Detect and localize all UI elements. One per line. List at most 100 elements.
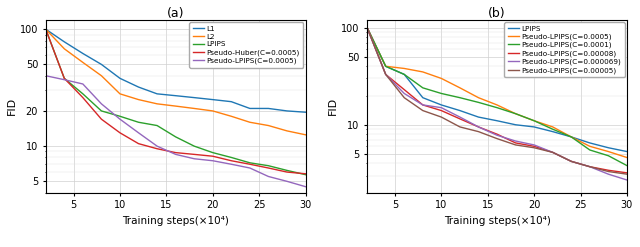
Pseudo-LPIPS(C=0.0001) [438, 92, 445, 95]
Pseudo-LPIPS(C=0.0005) [116, 118, 124, 121]
Pseudo-LPIPS(C=0.0005) [382, 65, 390, 68]
LPIPS [283, 169, 291, 172]
Line: Pseudo-LPIPS(C=0.00008): Pseudo-LPIPS(C=0.00008) [367, 28, 627, 173]
LPIPS [419, 96, 427, 99]
Pseudo-LPIPS(C=0.000069) [586, 165, 594, 168]
Pseudo-LPIPS(C=0.0001) [475, 101, 483, 104]
Line: Pseudo-LPIPS(C=0.0005): Pseudo-LPIPS(C=0.0005) [45, 76, 305, 187]
Pseudo-LPIPS(C=0.00008) [623, 171, 631, 174]
Y-axis label: FID: FID [328, 97, 339, 115]
Pseudo-LPIPS(C=0.00005) [401, 96, 408, 99]
LPIPS [209, 151, 216, 154]
Pseudo-LPIPS(C=0.000069) [382, 73, 390, 76]
Pseudo-LPIPS(C=0.00008) [531, 145, 538, 148]
Pseudo-LPIPS(C=0.000069) [364, 26, 371, 29]
Pseudo-LPIPS(C=0.0005) [190, 157, 198, 160]
Line: LPIPS: LPIPS [45, 29, 305, 175]
Pseudo-LPIPS(C=0.00005) [382, 73, 390, 76]
Pseudo-LPIPS(C=0.00008) [605, 169, 612, 172]
L1 [172, 94, 179, 97]
L2 [283, 129, 291, 132]
L2 [134, 98, 142, 101]
L1 [42, 28, 49, 31]
LPIPS [623, 150, 631, 153]
Title: (b): (b) [488, 7, 506, 20]
Pseudo-LPIPS(C=0.00005) [586, 165, 594, 168]
L1 [153, 92, 161, 95]
Pseudo-LPIPS(C=0.0005) [364, 26, 371, 29]
Line: Pseudo-LPIPS(C=0.0001): Pseudo-LPIPS(C=0.0001) [367, 28, 627, 165]
LPIPS [568, 135, 575, 138]
Pseudo-LPIPS(C=0.0005) [401, 67, 408, 70]
Pseudo-LPIPS(C=0.000069) [568, 160, 575, 163]
L2 [172, 105, 179, 108]
L2 [264, 124, 272, 127]
Pseudo-LPIPS(C=0.000069) [438, 106, 445, 109]
Pseudo-LPIPS(C=0.000069) [605, 173, 612, 176]
Pseudo-LPIPS(C=0.0001) [382, 65, 390, 68]
LPIPS [97, 109, 105, 112]
Pseudo-Huber(C=0.0005) [97, 118, 105, 121]
Pseudo-LPIPS(C=0.00005) [568, 160, 575, 163]
L2 [60, 47, 68, 50]
L2 [42, 28, 49, 31]
L1 [246, 107, 253, 110]
L2 [209, 109, 216, 112]
Pseudo-LPIPS(C=0.00005) [623, 173, 631, 176]
Pseudo-LPIPS(C=0.000069) [401, 92, 408, 95]
LPIPS [60, 77, 68, 80]
LPIPS [512, 123, 520, 126]
X-axis label: Training steps(×10⁴): Training steps(×10⁴) [122, 216, 229, 226]
LPIPS [264, 164, 272, 167]
L2 [116, 92, 124, 95]
L2 [79, 61, 86, 64]
Pseudo-LPIPS(C=0.00008) [586, 165, 594, 168]
Pseudo-LPIPS(C=0.0005) [419, 70, 427, 73]
Pseudo-Huber(C=0.0005) [209, 155, 216, 158]
Y-axis label: FID: FID [7, 97, 17, 115]
LPIPS [190, 145, 198, 148]
Legend: L1, L2, LPIPS, Pseudo-Huber(C=0.0005), Pseudo-LPIPS(C=0.0005): L1, L2, LPIPS, Pseudo-Huber(C=0.0005), P… [189, 22, 303, 68]
Pseudo-Huber(C=0.0005) [79, 96, 86, 99]
Pseudo-Huber(C=0.0005) [246, 163, 253, 166]
LPIPS [401, 73, 408, 76]
L1 [134, 85, 142, 88]
Pseudo-LPIPS(C=0.0005) [512, 112, 520, 115]
LPIPS [227, 156, 235, 159]
LPIPS [438, 103, 445, 106]
LPIPS [301, 173, 309, 176]
LPIPS [246, 161, 253, 164]
Pseudo-LPIPS(C=0.000069) [475, 125, 483, 128]
Pseudo-LPIPS(C=0.0001) [419, 86, 427, 89]
Pseudo-LPIPS(C=0.0001) [568, 135, 575, 138]
Line: Pseudo-LPIPS(C=0.00005): Pseudo-LPIPS(C=0.00005) [367, 28, 627, 174]
LPIPS [79, 92, 86, 95]
L1 [116, 77, 124, 80]
Legend: LPIPS, Pseudo-LPIPS(C=0.0005), Pseudo-LPIPS(C=0.0001), Pseudo-LPIPS(C=0.00008), : LPIPS, Pseudo-LPIPS(C=0.0005), Pseudo-LP… [504, 22, 625, 77]
Pseudo-LPIPS(C=0.0001) [549, 128, 557, 131]
Line: L2: L2 [45, 29, 305, 135]
Line: Pseudo-LPIPS(C=0.000069): Pseudo-LPIPS(C=0.000069) [367, 28, 627, 180]
Pseudo-LPIPS(C=0.0005) [605, 150, 612, 153]
Pseudo-LPIPS(C=0.0005) [60, 78, 68, 81]
LPIPS [116, 115, 124, 118]
Pseudo-LPIPS(C=0.00008) [475, 125, 483, 128]
Pseudo-LPIPS(C=0.0005) [172, 153, 179, 156]
Pseudo-LPIPS(C=0.000069) [456, 116, 464, 119]
Pseudo-LPIPS(C=0.0001) [586, 148, 594, 151]
L1 [283, 109, 291, 112]
Pseudo-LPIPS(C=0.00008) [512, 142, 520, 144]
X-axis label: Training steps(×10⁴): Training steps(×10⁴) [444, 216, 550, 226]
Pseudo-LPIPS(C=0.000069) [512, 140, 520, 143]
L1 [60, 40, 68, 43]
Line: L1: L1 [45, 29, 305, 112]
Pseudo-LPIPS(C=0.0001) [531, 119, 538, 122]
LPIPS [134, 121, 142, 124]
Pseudo-LPIPS(C=0.0005) [153, 145, 161, 148]
L1 [301, 111, 309, 114]
Pseudo-LPIPS(C=0.0001) [364, 26, 371, 29]
Pseudo-LPIPS(C=0.000069) [623, 179, 631, 182]
Pseudo-Huber(C=0.0005) [60, 77, 68, 80]
Pseudo-Huber(C=0.0005) [301, 172, 309, 175]
Pseudo-LPIPS(C=0.0005) [301, 185, 309, 188]
